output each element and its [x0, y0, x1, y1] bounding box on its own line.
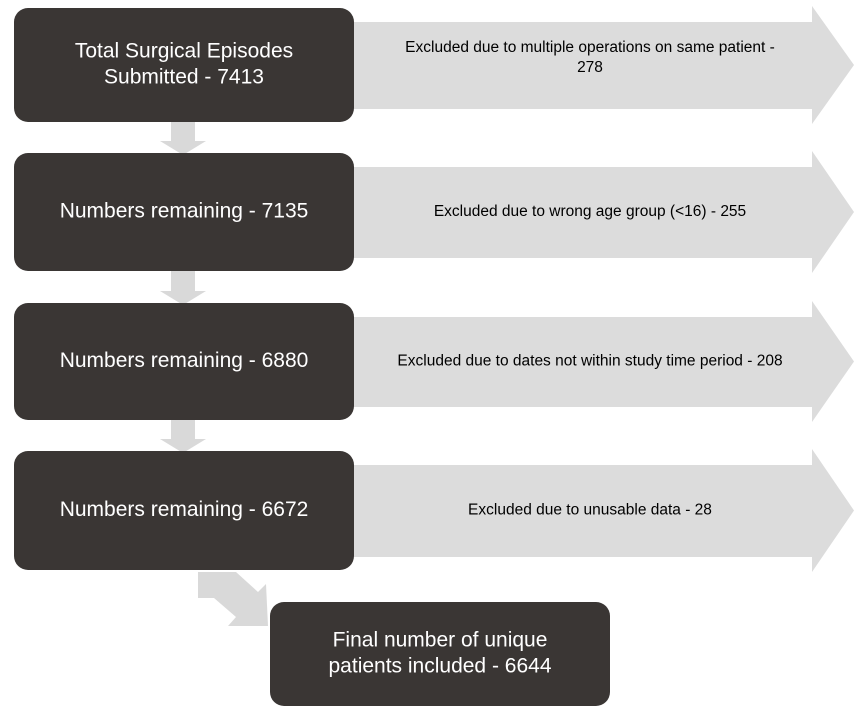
exclusion-text: Excluded due to multiple operations on s…: [405, 39, 775, 56]
count-box: [14, 8, 354, 122]
count-box: [14, 451, 354, 570]
exclusion-arrow: [350, 301, 854, 422]
down-arrow: [160, 420, 206, 453]
exclusion-arrow: [350, 449, 854, 572]
count-text: Total Surgical Episodes: [75, 40, 293, 63]
exclusion-arrow: [350, 6, 854, 124]
final-text: Final number of unique: [333, 629, 548, 652]
count-text: Numbers remaining - 6880: [60, 349, 309, 372]
exclusion-text: Excluded due to unusable data - 28: [468, 502, 712, 519]
exclusion-text: 278: [577, 59, 603, 76]
diagonal-arrow: [198, 572, 268, 626]
down-arrow: [160, 122, 206, 155]
count-text: Submitted - 7413: [104, 66, 264, 89]
down-arrow: [160, 271, 206, 305]
count-box: [14, 153, 354, 271]
count-text: Numbers remaining - 6672: [60, 498, 309, 521]
count-text: Numbers remaining - 7135: [60, 200, 309, 223]
final-box: [270, 602, 610, 706]
count-box: [14, 303, 354, 420]
exclusion-text: Excluded due to wrong age group (<16) - …: [434, 203, 746, 220]
final-text: patients included - 6644: [329, 655, 552, 678]
exclusion-arrow: [350, 151, 854, 273]
exclusion-text: Excluded due to dates not within study t…: [397, 353, 782, 370]
